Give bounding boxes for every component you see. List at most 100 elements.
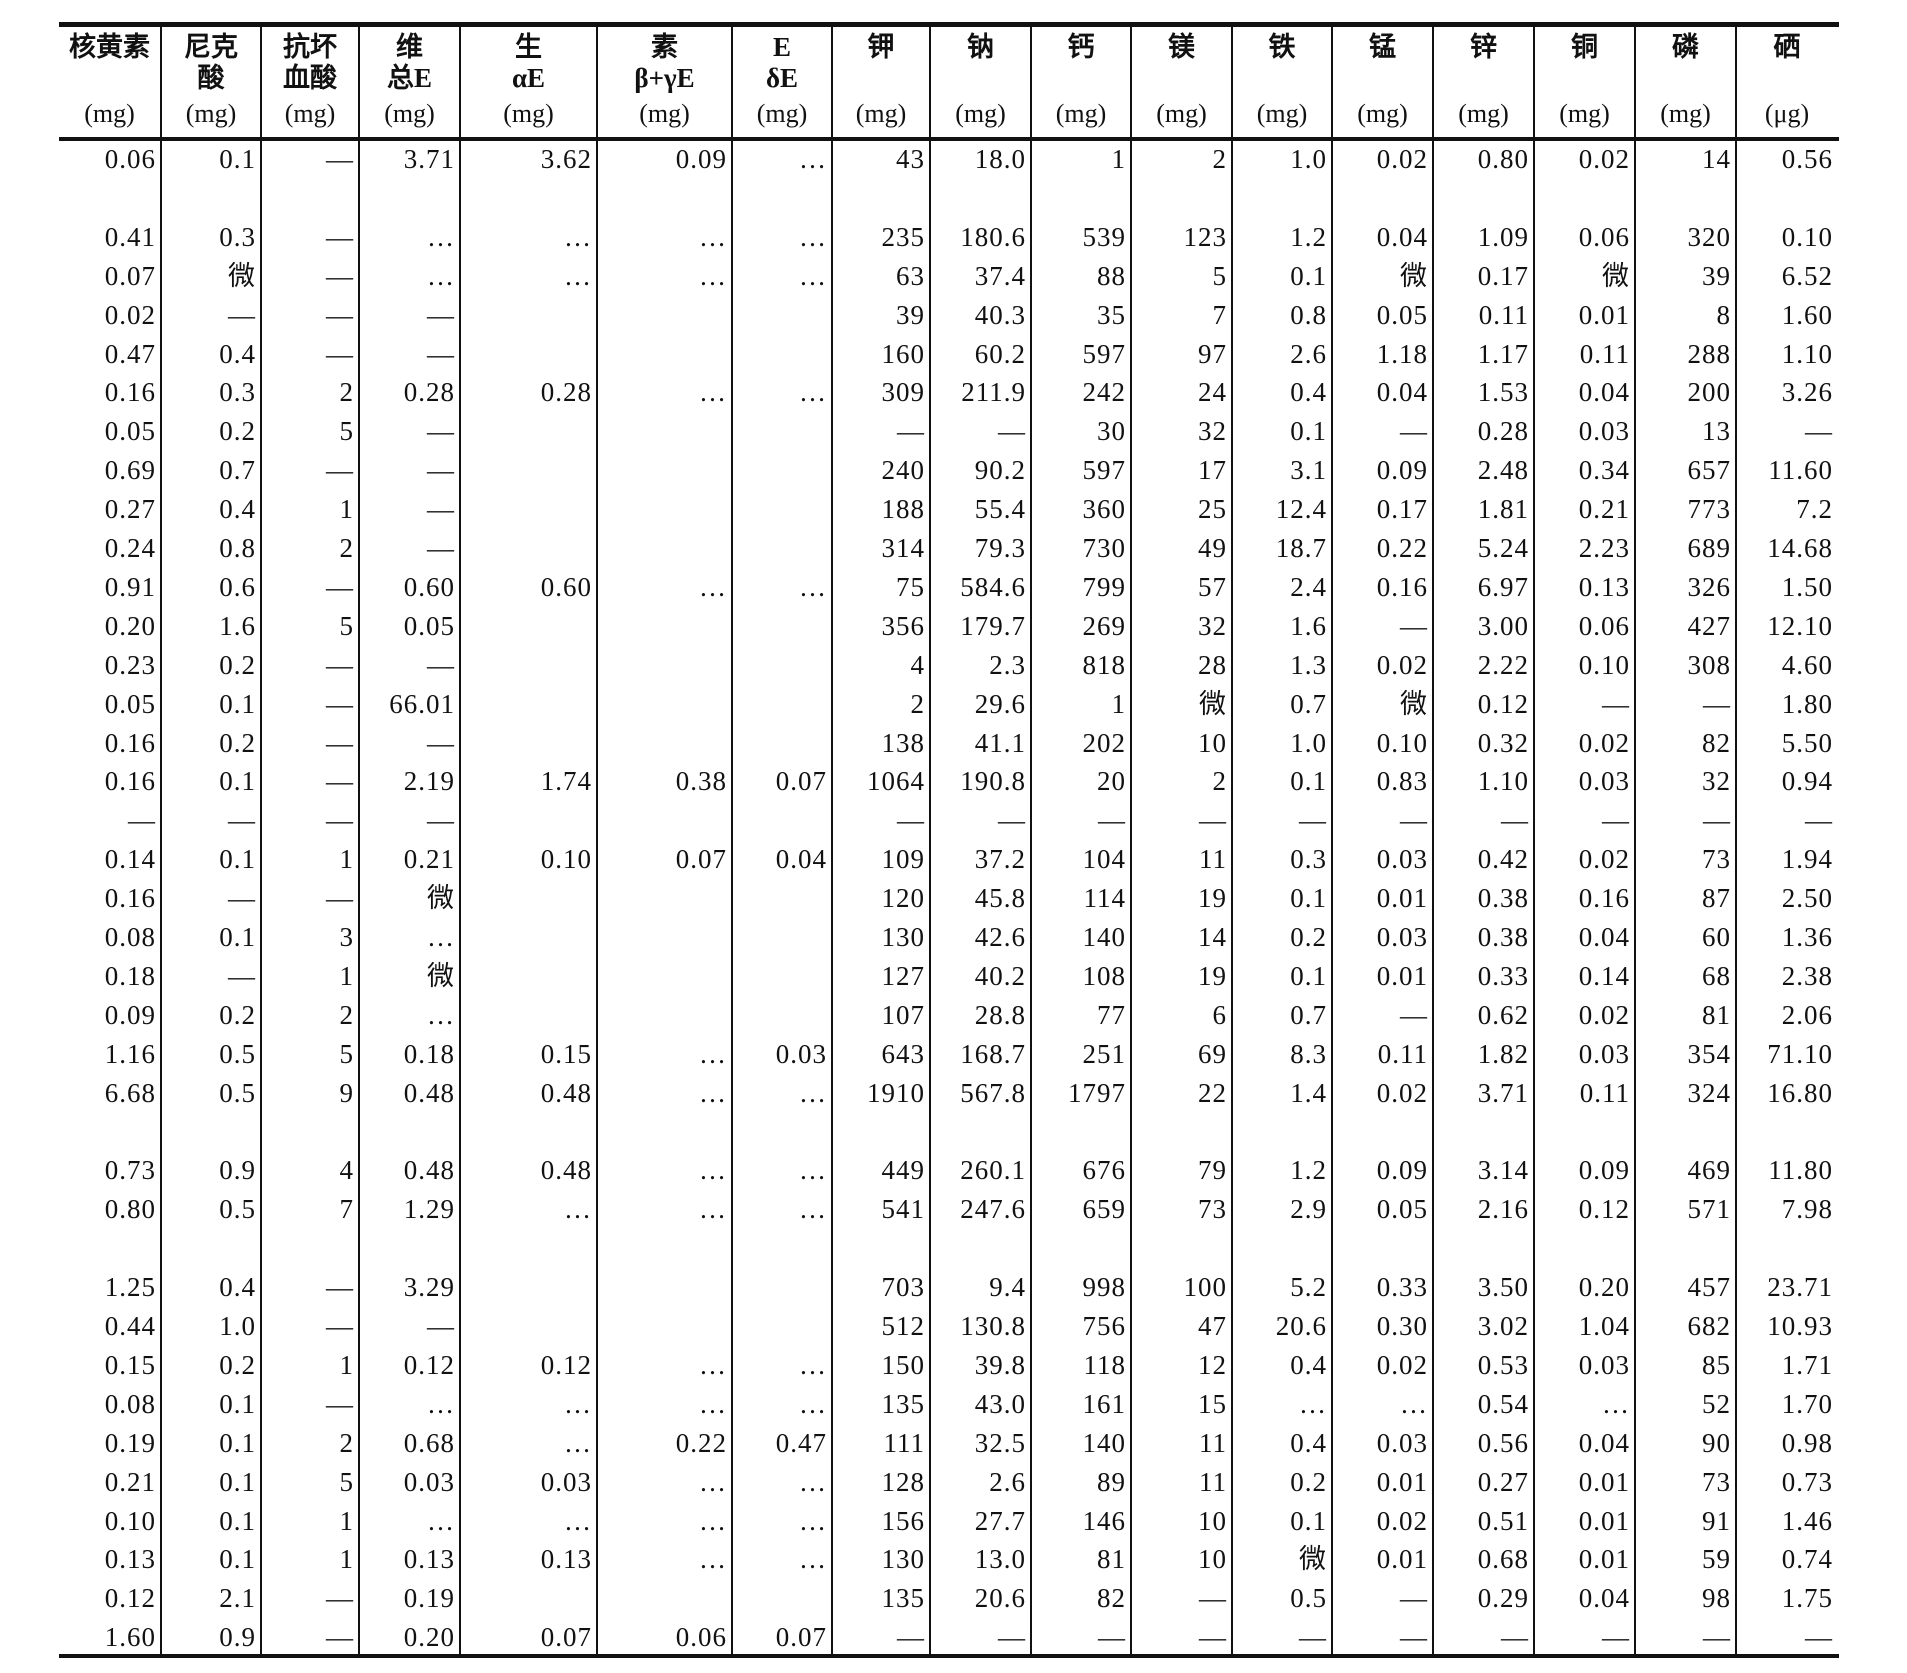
table-cell: 0.32 bbox=[1477, 727, 1529, 758]
table-cell: 2.22 bbox=[1477, 649, 1529, 680]
table-cell: 324 bbox=[1687, 1077, 1731, 1108]
table-cell: 240 bbox=[881, 455, 925, 486]
table-cell: 0.10 bbox=[1376, 727, 1428, 758]
table-cell: 0.03 bbox=[1578, 1038, 1630, 1069]
table-cell: 0.3 bbox=[1290, 844, 1327, 875]
table-cell: — bbox=[1805, 1622, 1833, 1653]
table-cell: 539 bbox=[1082, 221, 1126, 252]
table-cell: 0.16 bbox=[104, 377, 156, 408]
column-header-label: δE bbox=[765, 63, 799, 93]
table-cell: 0.28 bbox=[403, 377, 455, 408]
table-cell: 756 bbox=[1082, 1311, 1126, 1341]
table-cell: 6.68 bbox=[104, 1077, 156, 1108]
column-header-label bbox=[1434, 63, 1533, 94]
table-cell: — bbox=[326, 1272, 354, 1303]
table-cell: 202 bbox=[1082, 727, 1126, 758]
table-cell: 571 bbox=[1687, 1194, 1731, 1225]
table-cell: 200 bbox=[1687, 377, 1731, 408]
table-cell: 0.03 bbox=[403, 1466, 455, 1497]
table-cell: 59 bbox=[1702, 1544, 1731, 1575]
table-cell: 0.09 bbox=[104, 999, 156, 1030]
table-cell: — bbox=[228, 299, 256, 330]
table-cell: 6.97 bbox=[1477, 571, 1529, 602]
table-cell: 32 bbox=[1198, 416, 1227, 447]
table-cell: 0.7 bbox=[1290, 688, 1327, 719]
table-cell: 2.1 bbox=[219, 1583, 256, 1614]
table-column: 铁 (mg) 1.0 1.2 0.1 0.8 2.6 0.4 0.1 3.1 12.4 18.7 2.4… bbox=[1233, 27, 1333, 1654]
table-cell: 0.33 bbox=[1376, 1272, 1428, 1303]
table-cell: 0.11 bbox=[1478, 299, 1529, 330]
table-cell: … bbox=[699, 1077, 727, 1108]
table-cell: 160 bbox=[881, 338, 925, 369]
table-cell: 5 bbox=[339, 1466, 354, 1497]
table-cell: … bbox=[799, 1194, 827, 1225]
table-cell: 1.4 bbox=[1290, 1077, 1327, 1108]
column-header: 硒 (μg) bbox=[1737, 32, 1837, 142]
table-cell: 326 bbox=[1687, 571, 1731, 602]
table-cell: 60.2 bbox=[974, 338, 1026, 369]
table-cell: — bbox=[427, 533, 455, 563]
column-header: 钾 (mg) bbox=[833, 32, 929, 142]
table-cell: 2.23 bbox=[1578, 533, 1630, 563]
table-cell: — bbox=[326, 1583, 354, 1614]
table-cell: 9 bbox=[339, 1077, 354, 1108]
column-header-label: E bbox=[772, 32, 791, 62]
table-cell: 0.24 bbox=[104, 533, 156, 563]
table-cell: 5.2 bbox=[1290, 1272, 1327, 1303]
table-cell: 0.19 bbox=[403, 1583, 455, 1614]
table-cell: 40.2 bbox=[974, 960, 1026, 991]
table-cell: 1.94 bbox=[1781, 844, 1833, 875]
table-cell: 0.6 bbox=[219, 571, 256, 602]
table-cell: 100 bbox=[1183, 1272, 1227, 1303]
table-cell: — bbox=[1501, 805, 1529, 836]
table-cell: … bbox=[699, 1155, 727, 1186]
table-cell: 87 bbox=[1702, 883, 1731, 914]
table-cell: 7 bbox=[339, 1194, 354, 1225]
table-cell: 0.01 bbox=[1578, 1544, 1630, 1575]
table-cell: 5 bbox=[339, 1038, 354, 1069]
table-cell: 4 bbox=[910, 649, 925, 680]
table-cell: 2.9 bbox=[1290, 1194, 1327, 1225]
column-unit: (mg) bbox=[1559, 99, 1610, 128]
table-cell: 1.80 bbox=[1781, 688, 1833, 719]
table-cell: 微 bbox=[1400, 688, 1428, 719]
table-cell: 320 bbox=[1687, 221, 1731, 252]
table-cell: 1 bbox=[339, 1349, 354, 1380]
table-cell: … bbox=[1299, 1388, 1327, 1419]
table-cell: 0.11 bbox=[1377, 1038, 1428, 1069]
column-unit: (mg) bbox=[1357, 99, 1408, 128]
table-cell: 0.04 bbox=[775, 844, 827, 875]
table-cell: … bbox=[427, 1388, 455, 1419]
table-cell: 0.30 bbox=[1376, 1311, 1428, 1341]
table-cell: — bbox=[427, 416, 455, 447]
table-cell: 107 bbox=[881, 999, 925, 1030]
table-cell: — bbox=[326, 727, 354, 758]
table-cell: 0.01 bbox=[1376, 960, 1428, 991]
table-cell: 567.8 bbox=[960, 1077, 1026, 1108]
table-cell: 68 bbox=[1702, 960, 1731, 991]
table-cell: 0.11 bbox=[1579, 1077, 1630, 1108]
table-cell: 7.2 bbox=[1796, 494, 1833, 525]
column-unit: (mg) bbox=[185, 99, 237, 128]
column-header: 锌 (mg) bbox=[1434, 32, 1533, 142]
column-header: 素 β+γE (mg) bbox=[598, 32, 731, 142]
table-cell: 11 bbox=[1199, 1466, 1227, 1497]
table-cell: 597 bbox=[1082, 338, 1126, 369]
table-cell: 0.02 bbox=[1376, 1505, 1428, 1536]
table-cell: 82 bbox=[1097, 1583, 1126, 1614]
table-cell: — bbox=[1703, 688, 1731, 719]
column-header-label: 尼克 bbox=[184, 32, 238, 62]
table-cell: 4 bbox=[339, 1155, 354, 1186]
table-cell: 11 bbox=[1199, 1427, 1227, 1458]
table-cell: 211.9 bbox=[961, 377, 1026, 408]
table-cell: 0.1 bbox=[219, 844, 256, 875]
table-cell: 2.4 bbox=[1290, 571, 1327, 602]
table-cell: 0.07 bbox=[775, 1622, 827, 1653]
table-cell: … bbox=[1400, 1388, 1428, 1419]
table-cell: 0.04 bbox=[1578, 1427, 1630, 1458]
table-cell: 0.2 bbox=[219, 416, 256, 447]
table-cell: 251 bbox=[1082, 1038, 1126, 1069]
table-cell: 18.7 bbox=[1275, 533, 1327, 563]
table-cell: 1.60 bbox=[1781, 299, 1833, 330]
table-cell: 0.4 bbox=[219, 494, 256, 525]
